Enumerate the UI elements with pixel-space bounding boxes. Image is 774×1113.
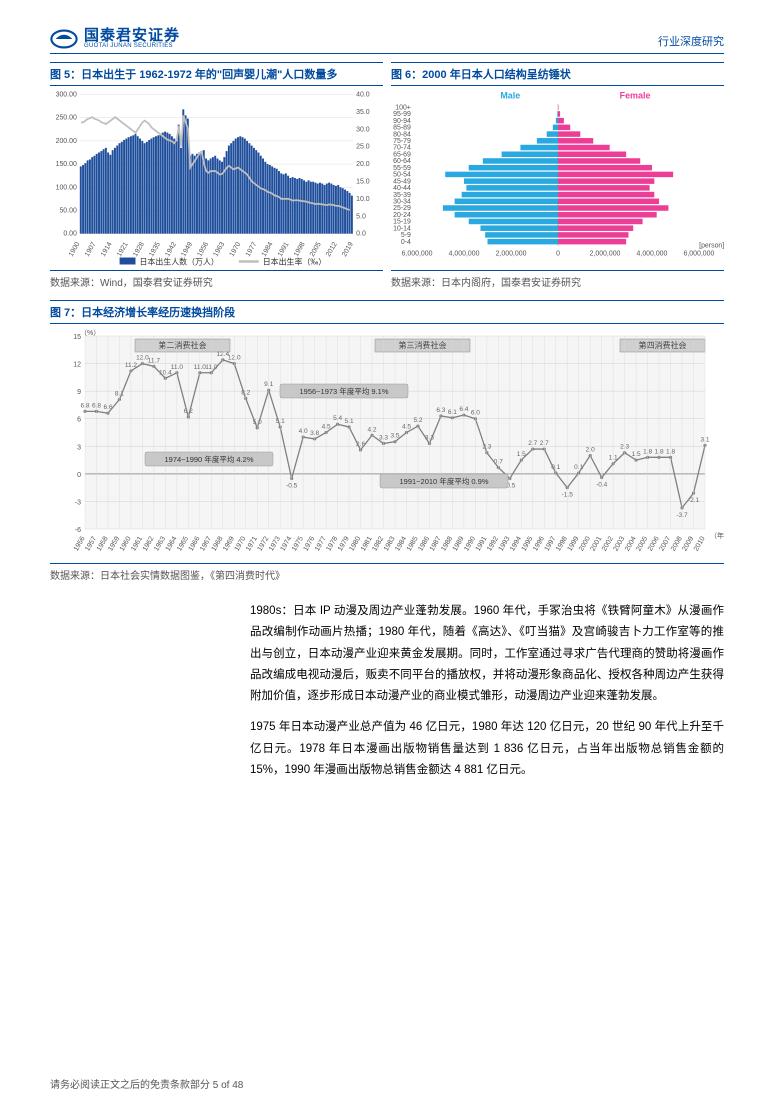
svg-text:2,000,000: 2,000,000	[496, 251, 527, 258]
svg-text:1914: 1914	[100, 241, 114, 258]
svg-text:1949: 1949	[180, 241, 194, 258]
svg-text:15.0: 15.0	[356, 178, 370, 185]
svg-text:-6: -6	[75, 527, 81, 534]
svg-text:1991: 1991	[277, 241, 291, 258]
svg-text:0: 0	[77, 472, 81, 479]
svg-text:2,000,000: 2,000,000	[590, 251, 621, 258]
svg-text:[person]: [person]	[699, 243, 724, 250]
svg-text:2019: 2019	[341, 241, 355, 258]
fig5-chart: 0.00 50.00 100.00 150.00 200.00 250.00 300.00 0…	[50, 86, 383, 271]
fig7-chart: -6-303691215（%）第二消费社会第三消费社会第四消费社会6.86.86…	[50, 324, 724, 564]
para-1: 1980s：日本 IP 动漫及周边产业蓬勃发展。1960 年代，手冢治虫将《铁臂…	[250, 601, 724, 707]
fig6-source: 数据来源：日本内阁府，国泰君安证券研究	[391, 271, 724, 292]
svg-text:1928: 1928	[132, 241, 146, 258]
svg-text:12: 12	[73, 362, 81, 369]
fig6-chart: 100+95-9990-9485-8980-8475-7970-7465-696…	[391, 86, 724, 271]
svg-text:1974~1990 年度平均 4.2%: 1974~1990 年度平均 4.2%	[164, 454, 253, 464]
svg-text:40.0: 40.0	[356, 91, 370, 98]
svg-text:1956~1973 年度平均 9.1%: 1956~1973 年度平均 9.1%	[299, 386, 388, 396]
svg-text:1977: 1977	[245, 241, 259, 258]
brand-cn: 国泰君安证券	[84, 28, 180, 43]
svg-text:第四消费社会: 第四消费社会	[639, 340, 687, 350]
fig5-source: 数据来源：Wind，国泰君安证券研究	[50, 271, 383, 292]
svg-text:1942: 1942	[164, 241, 178, 258]
svg-text:Male: Male	[500, 90, 520, 100]
svg-text:0.00: 0.00	[63, 231, 77, 238]
svg-text:（年）: （年）	[710, 531, 724, 540]
svg-text:1970: 1970	[229, 241, 243, 258]
svg-text:第二消费社会: 第二消费社会	[159, 340, 207, 350]
svg-text:Female: Female	[620, 90, 651, 100]
fig7-source: 数据来源：日本社会实情数据图鉴，《第四消费时代》	[50, 564, 724, 585]
svg-text:0.0: 0.0	[356, 231, 366, 238]
page-footer: 请务必阅读正文之后的免责条款部分 5 of 48	[50, 1076, 243, 1091]
fig6-title: 图 6：2000 年日本人口结构呈纺锤状	[391, 62, 724, 86]
svg-text:6,000,000: 6,000,000	[684, 251, 715, 258]
svg-text:1956: 1956	[196, 241, 210, 258]
svg-text:5.0: 5.0	[356, 213, 366, 220]
svg-text:1921: 1921	[116, 241, 130, 258]
svg-text:1998: 1998	[293, 241, 307, 258]
svg-text:-3: -3	[75, 499, 81, 506]
svg-text:1963: 1963	[212, 241, 226, 258]
svg-text:20.0: 20.0	[356, 161, 370, 168]
doc-category: 行业深度研究	[658, 33, 724, 49]
svg-text:10.0: 10.0	[356, 196, 370, 203]
svg-text:2012: 2012	[325, 241, 339, 258]
svg-text:50.00: 50.00	[59, 207, 77, 214]
svg-text:日本出生率（‰）: 日本出生率（‰）	[263, 256, 327, 266]
svg-text:30.0: 30.0	[356, 126, 370, 133]
svg-text:1984: 1984	[261, 241, 275, 258]
brand-logo: 国泰君安证券 GUOTAI JUNAN SECURITIES	[50, 28, 180, 49]
svg-text:150.00: 150.00	[56, 161, 77, 168]
svg-text:300.00: 300.00	[56, 91, 77, 98]
svg-text:4,000,000: 4,000,000	[637, 251, 668, 258]
svg-text:2010: 2010	[693, 535, 707, 552]
svg-text:4,000,000: 4,000,000	[449, 251, 480, 258]
svg-text:9: 9	[77, 389, 81, 396]
para-2: 1975 年日本动漫产业总产值为 46 亿日元，1980 年达 120 亿日元，…	[250, 717, 724, 781]
svg-text:6,000,000: 6,000,000	[402, 251, 433, 258]
page-header: 国泰君安证券 GUOTAI JUNAN SECURITIES 行业深度研究	[50, 28, 724, 54]
body-text: 1980s：日本 IP 动漫及周边产业蓬勃发展。1960 年代，手冢治虫将《铁臂…	[250, 601, 724, 781]
logo-icon	[50, 29, 78, 49]
svg-text:（%）: （%）	[80, 329, 100, 337]
svg-text:100.00: 100.00	[56, 184, 77, 191]
svg-text:6: 6	[77, 417, 81, 424]
svg-text:35.0: 35.0	[356, 109, 370, 116]
svg-text:2005: 2005	[309, 241, 323, 258]
svg-text:1900: 1900	[68, 241, 82, 258]
brand-en: GUOTAI JUNAN SECURITIES	[84, 43, 180, 49]
svg-text:1907: 1907	[84, 241, 98, 258]
svg-text:3: 3	[77, 444, 81, 451]
fig7-title: 图 7：日本经济增长率经历速换挡阶段	[50, 300, 724, 324]
svg-text:第三消费社会: 第三消费社会	[399, 340, 447, 350]
svg-text:25.0: 25.0	[356, 144, 370, 151]
fig5-title: 图 5：日本出生于 1962-1972 年的"回声婴儿潮"人口数量多	[50, 62, 383, 86]
svg-text:日本出生人数（万人）: 日本出生人数（万人）	[139, 256, 218, 266]
svg-text:0: 0	[556, 251, 560, 258]
svg-text:1935: 1935	[148, 241, 162, 258]
svg-text:1991~2010 年度平均 0.9%: 1991~2010 年度平均 0.9%	[399, 476, 488, 486]
svg-text:200.00: 200.00	[56, 138, 77, 145]
svg-text:0-4: 0-4	[401, 239, 411, 246]
svg-text:250.00: 250.00	[56, 115, 77, 122]
